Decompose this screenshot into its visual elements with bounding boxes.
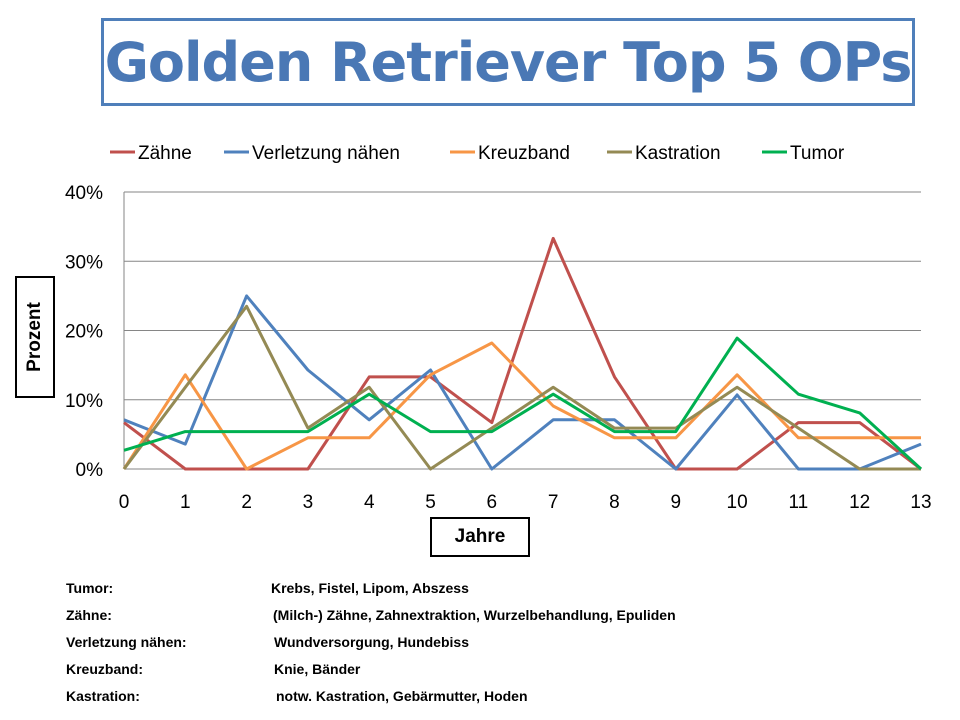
legend-label: Kreuzband	[478, 143, 570, 164]
note-term: Kastration:	[66, 688, 140, 704]
title-box: Golden Retriever Top 5 OPs	[101, 18, 915, 106]
x-tick-label: 0	[119, 492, 130, 513]
y-tick-label: 20%	[65, 322, 103, 343]
note-desc: notw. Kastration, Gebärmutter, Hoden	[276, 688, 528, 704]
note-term: Verletzung nähen:	[66, 634, 187, 650]
series-line	[123, 336, 923, 471]
y-tick-label: 10%	[65, 391, 103, 412]
x-tick-label: 1	[180, 492, 191, 513]
x-tick-label: 11	[789, 492, 809, 513]
x-axis-label-box: Jahre	[430, 517, 530, 557]
x-tick-label: 9	[670, 492, 681, 513]
category-notes: Tumor: Krebs, Fistel, Lipom, Abszess Zäh…	[66, 578, 926, 713]
note-term: Tumor:	[66, 580, 114, 596]
note-desc: (Milch-) Zähne, Zahnextraktion, Wurzelbe…	[273, 607, 676, 623]
note-desc: Krebs, Fistel, Lipom, Abszess	[271, 580, 469, 596]
x-tick-label: 13	[910, 492, 931, 513]
note-desc: Knie, Bänder	[274, 661, 361, 677]
note-term: Zähne:	[66, 607, 112, 623]
series-line	[122, 304, 921, 471]
x-tick-label: 2	[241, 492, 252, 513]
x-tick-label: 3	[303, 492, 314, 513]
x-tick-label: 5	[425, 492, 436, 513]
y-axis-label-box: Prozent	[15, 276, 55, 398]
y-axis-label: Prozent	[24, 302, 45, 372]
note-row-verletzung: Verletzung nähen: Wundversorgung, Hundeb…	[66, 632, 926, 659]
note-row-tumor: Tumor: Krebs, Fistel, Lipom, Abszess	[66, 578, 926, 605]
note-row-kastration: Kastration: notw. Kastration, Gebärmutte…	[66, 686, 926, 713]
x-tick-label: 10	[727, 492, 748, 513]
x-tick-label: 4	[364, 492, 375, 513]
x-tick-label: 12	[849, 492, 870, 513]
note-row-zaehne: Zähne: (Milch-) Zähne, Zahnextraktion, W…	[66, 605, 926, 632]
note-term: Kreuzband:	[66, 661, 143, 677]
legend-label: Tumor	[790, 143, 845, 164]
series-line	[122, 341, 921, 471]
y-tick-label: 40%	[65, 183, 103, 204]
y-tick-label: 0%	[76, 460, 104, 481]
y-tick-label: 30%	[65, 252, 103, 273]
legend-label: Zähne	[138, 143, 192, 164]
note-row-kreuzband: Kreuzband: Knie, Bänder	[66, 659, 926, 686]
x-axis-label: Jahre	[454, 526, 506, 547]
series-line	[123, 294, 922, 471]
note-desc: Wundversorgung, Hundebiss	[274, 634, 469, 650]
x-tick-label: 8	[609, 492, 620, 513]
legend-label: Verletzung nähen	[252, 143, 400, 164]
chart-title: Golden Retriever Top 5 OPs	[104, 30, 913, 94]
series-line	[123, 236, 922, 471]
x-tick-label: 6	[487, 492, 498, 513]
legend-label: Kastration	[635, 143, 721, 164]
x-tick-label: 7	[548, 492, 559, 513]
